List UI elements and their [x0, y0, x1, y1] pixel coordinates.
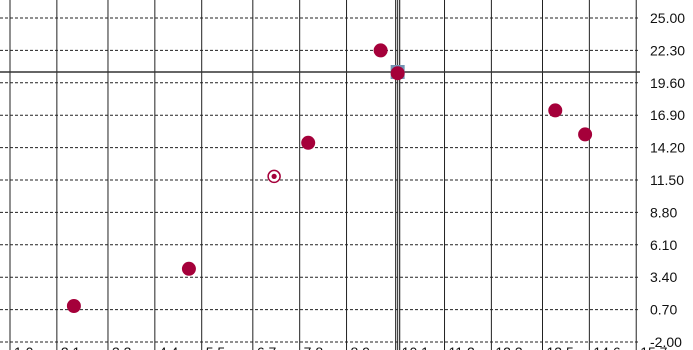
x-tick-label: 2.1: [61, 344, 81, 350]
x-tick-label: 12.3: [495, 344, 522, 350]
y-tick-label: 8.80: [650, 204, 677, 220]
vertical-gridlines: [9, 0, 637, 350]
x-tick-label: 13.5: [547, 344, 574, 350]
x-tick-label: 14.6: [593, 344, 620, 350]
x-tick-label: 10.1: [402, 344, 429, 350]
y-tick-label: -2.00: [650, 334, 682, 350]
x-axis-tick-labels: 1.0 2.1 3.3 4.4 5.5 6.7 7.8 8.9 10.1 11.2 12.3 13.5…: [14, 344, 668, 350]
y-tick-label: 14.20: [650, 140, 685, 156]
data-point[interactable]: [548, 103, 563, 118]
y-axis-tick-labels: -2.00 0.70 3.40 6.10 8.80 11.50 14.20 16.90 19.6…: [650, 10, 685, 350]
data-point[interactable]: [373, 43, 388, 58]
highlighted-data-point-center: [271, 173, 277, 179]
y-tick-label: 19.60: [650, 75, 685, 91]
crosshair: [0, 0, 640, 350]
x-tick-label: 7.8: [304, 344, 324, 350]
y-tick-label: 11.50: [650, 172, 684, 188]
data-points: [66, 43, 593, 313]
y-tick-label: 25.00: [650, 10, 685, 26]
x-tick-label: 15.7: [640, 344, 667, 350]
y-tick-label: 6.10: [650, 237, 677, 253]
y-tick-label: 0.70: [650, 302, 677, 318]
data-point[interactable]: [578, 127, 593, 142]
x-tick-label: 8.9: [351, 344, 371, 350]
data-point[interactable]: [181, 261, 196, 276]
y-tick-label: 3.40: [650, 269, 677, 285]
y-tick-label: 22.30: [650, 42, 685, 58]
x-tick-label: 1.0: [14, 344, 34, 350]
horizontal-gridlines: [0, 17, 640, 343]
y-tick-label: 16.90: [650, 107, 685, 123]
x-tick-label: 6.7: [257, 344, 277, 350]
x-tick-label: 4.4: [159, 344, 179, 350]
data-point[interactable]: [66, 299, 81, 313]
data-point[interactable]: [390, 66, 405, 81]
x-tick-label: 5.5: [206, 344, 226, 350]
x-tick-label: 3.3: [112, 344, 132, 350]
x-tick-label: 11.2: [449, 344, 475, 350]
data-point[interactable]: [301, 135, 316, 150]
